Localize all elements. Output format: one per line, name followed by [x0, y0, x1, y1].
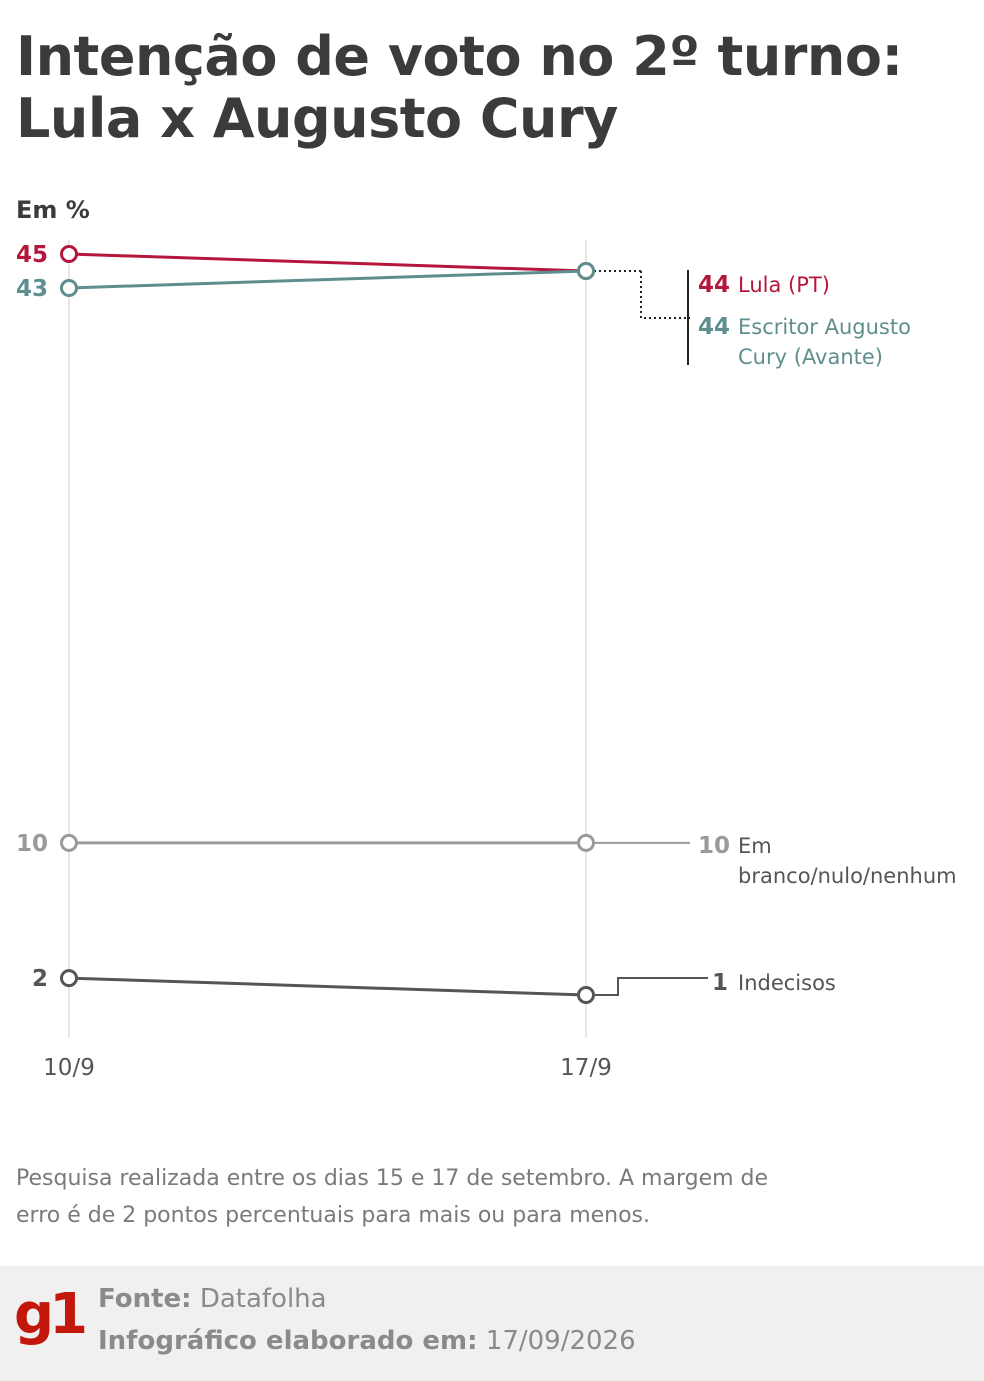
data-point [577, 986, 595, 1004]
unit-label: Em % [16, 196, 90, 224]
end-value-label: 44 [698, 272, 730, 298]
chart-title: Intenção de voto no 2º turno: Lula x Aug… [16, 25, 903, 150]
label-connector [594, 977, 708, 996]
data-point [60, 969, 78, 988]
data-point [60, 245, 78, 263]
methodology-note: Pesquisa realizada entre os dias 15 e 17… [16, 1166, 769, 1228]
source-line: Fonte: Datafolha [98, 1284, 327, 1314]
source-label: Fonte: [98, 1284, 192, 1314]
start-value-label: 43 [16, 276, 48, 302]
series-name-label: Cury (Avante) [738, 345, 883, 369]
x-tick-label: 17/9 [560, 1055, 612, 1081]
series-line [68, 252, 587, 273]
series-name-label: Lula (PT) [738, 273, 830, 297]
series-name-label: Escritor Augusto [738, 315, 911, 339]
label-connector [640, 271, 690, 319]
data-point [577, 833, 595, 852]
x-tick-label: 10/9 [43, 1055, 95, 1081]
series-line [68, 976, 587, 997]
made-on-line: Infográfico elaborado em: 17/09/2026 [98, 1326, 636, 1356]
data-point [60, 279, 78, 297]
made-on-label: Infográfico elaborado em: [98, 1326, 478, 1356]
line-chart: 10/9 17/9 45 44 Lula (PT) 43 44 Escritor August… [16, 240, 957, 1081]
series-name-label: Em [738, 834, 772, 858]
start-value-label: 45 [16, 242, 48, 268]
start-value-label: 2 [32, 966, 48, 992]
source-value: Datafolha [199, 1284, 327, 1314]
end-value-label: 1 [712, 970, 728, 996]
made-on-value: 17/09/2026 [485, 1326, 636, 1356]
data-point [60, 833, 78, 852]
series-name-label: branco/nulo/nenhum [738, 864, 957, 888]
series-name-label: Indecisos [738, 971, 836, 995]
g1-logo: g1 [14, 1282, 88, 1347]
end-value-label: 44 [698, 314, 730, 340]
footer: g1 Fonte: Datafolha Infográfico elaborad… [0, 1266, 984, 1381]
end-value-label: 10 [698, 833, 730, 859]
start-value-label: 10 [16, 831, 48, 857]
series-line [68, 269, 587, 290]
data-point [577, 262, 595, 280]
